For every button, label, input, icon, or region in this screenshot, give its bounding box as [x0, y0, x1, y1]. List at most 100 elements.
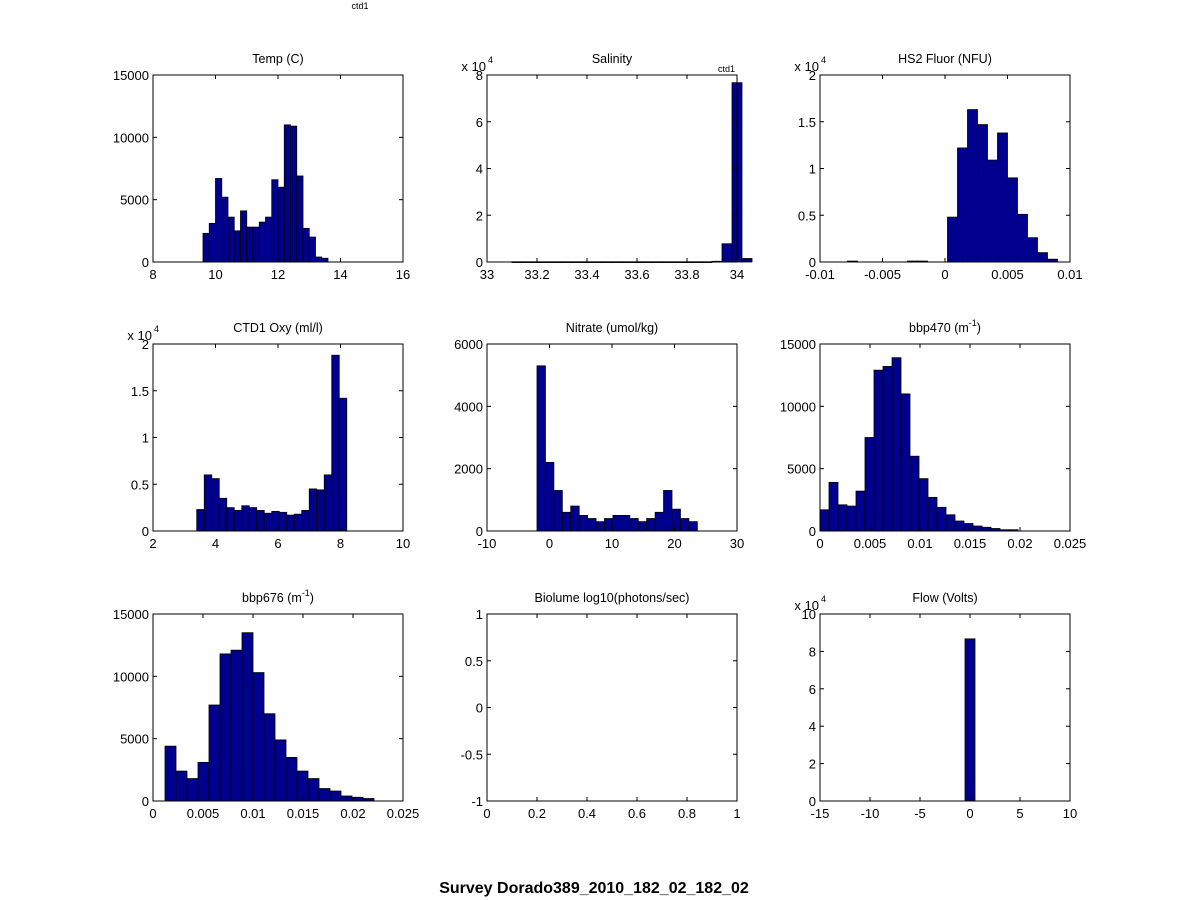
histogram-bar: [308, 488, 318, 532]
y-tick-label: 0: [142, 524, 149, 539]
x-tick-label: 0: [941, 267, 948, 282]
x-tick-label: 30: [730, 536, 744, 551]
histogram-bar: [296, 175, 304, 263]
histogram-bar: [218, 497, 228, 532]
y-tick-label: 6: [476, 115, 483, 130]
y-scale-multiplier: x 10: [127, 328, 152, 343]
y-tick-label: 6: [809, 682, 816, 697]
histogram-bar: [219, 653, 232, 802]
y-tick-label: 15000: [113, 607, 149, 622]
y-tick-label: 5000: [787, 462, 816, 477]
axes-frame: [486, 343, 738, 532]
x-tick-label: 0.01: [907, 536, 932, 551]
histogram-bar: [318, 788, 331, 802]
x-tick-label: 8: [337, 536, 344, 551]
y-tick-label: 0.5: [131, 477, 149, 492]
histogram-bar: [283, 124, 291, 263]
x-tick-label: 0.2: [528, 806, 546, 821]
histogram-bar: [338, 397, 348, 532]
histogram-bar: [256, 510, 265, 532]
x-tick-label: 6: [274, 536, 281, 551]
y-scale-exponent: 4: [821, 594, 826, 604]
histogram-bar: [1007, 177, 1018, 263]
histogram-bar: [964, 638, 976, 802]
histogram-panel-7: 0 0.005 0.01 0.015 0.02 0.025 0 5000 10000 15000 b…: [113, 588, 419, 821]
histogram-bar: [278, 511, 288, 532]
panel-title: HS2 Fluor (NFU): [898, 52, 992, 66]
histogram-bar: [957, 147, 968, 263]
panel-title-text: bbp676 (m: [242, 591, 302, 605]
x-tick-label: 0.01: [240, 806, 265, 821]
axes-frame: [152, 343, 404, 532]
x-tick-label: 10: [396, 536, 410, 551]
panel-title: Nitrate (umol/kg): [566, 321, 658, 335]
axes-frame: [486, 613, 738, 802]
panel-title: Temp (C): [252, 52, 303, 66]
y-tick-label: 2: [142, 337, 149, 352]
x-tick-label: -15: [811, 806, 830, 821]
x-tick-label: -10: [478, 536, 497, 551]
histogram-bar: [553, 490, 563, 532]
histogram-bar: [561, 511, 572, 532]
y-scale-multiplier: x 10: [794, 598, 819, 613]
histogram-bar: [316, 489, 325, 532]
y-tick-label: 1: [809, 162, 816, 177]
histogram-bar: [323, 474, 333, 532]
y-tick-label: 10: [802, 607, 816, 622]
histogram-bar: [873, 369, 884, 532]
x-tick-label: 16: [396, 267, 410, 282]
panel-title-superscript: -1: [302, 588, 310, 598]
y-tick-label: 10000: [113, 669, 149, 684]
histogram-bar: [972, 525, 983, 532]
histogram-bar: [587, 518, 597, 532]
histogram-bar: [721, 243, 733, 263]
x-tick-label: 0.01: [1057, 267, 1082, 282]
histogram-bar: [340, 795, 353, 802]
y-tick-label: 8: [476, 68, 483, 83]
histogram-bar: [331, 354, 340, 532]
x-tick-label: 0.02: [1007, 536, 1032, 551]
histogram-bar: [1027, 237, 1038, 263]
histogram-bar: [230, 649, 243, 802]
histogram-panel-4: 2 4 6 8 1000.511.52x 10 4 CTD1 Oxy (ml/l): [127, 321, 410, 551]
y-tick-label: 0: [142, 794, 149, 809]
histogram-bar: [258, 221, 266, 263]
x-tick-label: 0: [816, 536, 823, 551]
x-tick-label: 4: [212, 536, 219, 551]
histogram-bar: [1037, 252, 1048, 263]
panel-title-tail: ): [310, 591, 314, 605]
histogram-bar: [918, 478, 929, 532]
histogram-panel-8: 0 0.2 0.4 0.6 0.8 1 -1 -0.5 0 0.5 1 Biolume log10(p…: [461, 591, 741, 821]
axes-frame: [486, 74, 738, 263]
histogram-bar: [252, 226, 260, 263]
panel-title: bbp470 (m-1): [909, 318, 981, 335]
histogram-bar: [263, 713, 276, 802]
y-tick-label: 2: [476, 208, 483, 223]
histogram-bar: [900, 393, 911, 532]
histogram-bar: [578, 515, 589, 532]
panel-title: Salinity: [592, 52, 633, 66]
x-tick-label: 0.6: [628, 806, 646, 821]
panel-title-text: HS2 Fluor (NFU): [898, 52, 992, 66]
panel-title: bbp676 (m-1): [242, 588, 314, 605]
y-tick-label: 1.5: [798, 115, 816, 130]
histogram-bar: [302, 227, 310, 263]
histogram-bar: [263, 512, 273, 532]
histogram-bar: [967, 109, 978, 263]
x-tick-label: 10: [1063, 806, 1077, 821]
panel-title: Flow (Volts): [912, 591, 977, 605]
histogram-bar: [233, 230, 241, 263]
axes-frame: [152, 613, 404, 802]
histogram-bar: [290, 125, 298, 263]
histogram-bar: [265, 216, 273, 263]
x-tick-label: 5: [1016, 806, 1023, 821]
x-tick-label: 0: [149, 806, 156, 821]
axes-frame: [819, 74, 1071, 263]
histogram-bar: [315, 256, 323, 263]
histogram-bar: [612, 515, 622, 532]
x-tick-label: 34: [730, 267, 744, 282]
